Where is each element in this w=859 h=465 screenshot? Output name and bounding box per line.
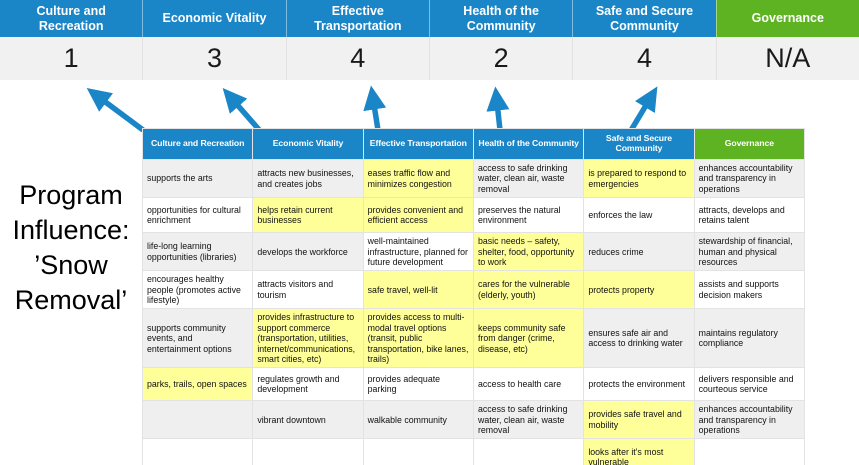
matrix-cell (141, 438, 254, 465)
matrix-row: vibrant downtown walkable community acce… (141, 400, 806, 440)
matrix-cell: protects property (583, 270, 695, 310)
matrix-cell: is prepared to respond to emergencies (583, 158, 695, 199)
matrix-cell: vibrant downtown (252, 400, 364, 440)
category-header-governance: Governance (715, 0, 859, 37)
score-summary: Culture and Recreation Economic Vitality… (0, 0, 859, 80)
matrix-cell: helps retain current businesses (252, 197, 364, 234)
matrix-cell: protects the environment (583, 367, 695, 402)
matrix-cell: cares for the vulnerable (elderly, youth… (472, 270, 585, 310)
matrix-cell: regulates growth and development (252, 367, 364, 402)
matrix-row: parks, trails, open spaces regulates gro… (141, 367, 806, 402)
matrix-cell: safe travel, well-lit (362, 270, 474, 310)
matrix-cell: provides access to multi-modal travel op… (362, 308, 474, 369)
score-effective-transportation: 4 (285, 37, 429, 80)
matrix-header-safe-secure-community: Safe and Secure Community (583, 128, 695, 160)
program-label-line: Removal’ (14, 285, 128, 316)
matrix-header-health-community: Health of the Community (472, 128, 585, 160)
matrix-cell (141, 400, 254, 440)
matrix-cell: well-maintained infrastructure, planned … (362, 232, 474, 272)
matrix-header-effective-transportation: Effective Transportation (362, 128, 474, 160)
category-header-health-community: Health of the Community (428, 0, 573, 37)
matrix-cell: enhances accountability and transparency… (693, 400, 806, 440)
matrix-cell: walkable community (362, 400, 474, 440)
matrix-row: supports community events, and entertain… (141, 308, 806, 369)
matrix-cell: provides safe travel and mobility (583, 400, 695, 440)
matrix-cell: delivers responsible and courteous servi… (693, 367, 806, 402)
category-header-economic-vitality: Economic Vitality (142, 0, 286, 37)
score-safe-secure-community: 4 (572, 37, 715, 80)
matrix-cell (252, 438, 364, 465)
matrix-cell: reduces crime (583, 232, 695, 272)
up-arrow-icon (627, 86, 658, 134)
matrix-row: supports the arts attracts new businesse… (141, 158, 806, 199)
score-summary-header-row: Culture and Recreation Economic Vitality… (0, 0, 859, 37)
matrix-cell: enhances accountability and transparency… (693, 158, 806, 199)
category-header-safe-secure-community: Safe and Secure Community (572, 0, 716, 37)
matrix-cell: enforces the law (583, 197, 695, 234)
criteria-matrix: Culture and Recreation Economic Vitality… (141, 128, 806, 465)
matrix-cell (362, 438, 474, 465)
category-header-effective-transportation: Effective Transportation (285, 0, 429, 37)
score-summary-value-row: 1 3 4 2 4 N/A (0, 37, 859, 80)
matrix-cell: looks after it's most vulnerable (583, 438, 695, 465)
up-arrow-icon (86, 88, 145, 133)
category-header-culture-recreation: Culture and Recreation (0, 0, 143, 37)
matrix-header-economic-vitality: Economic Vitality (252, 128, 364, 160)
matrix-row: looks after it's most vulnerable (141, 438, 806, 465)
matrix-header-culture-recreation: Culture and Recreation (141, 128, 254, 160)
matrix-cell: access to health care (472, 367, 585, 402)
program-label-line: Influence: (12, 215, 130, 246)
matrix-cell: attracts, develops and retains talent (693, 197, 806, 234)
program-label-line: ’Snow (34, 250, 108, 281)
matrix-row: encourages healthy people (promotes acti… (141, 270, 806, 310)
matrix-cell: opportunities for cultural enrichment (141, 197, 254, 234)
matrix-cell: eases traffic flow and minimizes congest… (362, 158, 474, 199)
matrix-cell: maintains regulatory compliance (693, 308, 806, 369)
program-label-line: Program (19, 180, 123, 210)
matrix-cell: preserves the natural environment (472, 197, 585, 234)
matrix-cell: supports the arts (141, 158, 254, 199)
score-economic-vitality: 3 (142, 37, 285, 80)
matrix-cell: stewardship of financial, human and phys… (693, 232, 806, 272)
matrix-cell: encourages healthy people (promotes acti… (141, 270, 254, 310)
matrix-cell (693, 438, 806, 465)
matrix-cell: supports community events, and entertain… (141, 308, 254, 369)
matrix-cell: develops the workforce (252, 232, 364, 272)
score-governance: N/A (715, 37, 859, 80)
matrix-cell: attracts new businesses, and creates job… (252, 158, 364, 199)
matrix-cell: access to safe drinking water, clean air… (472, 158, 585, 199)
program-influence-label: Program Influence: ’Snow Removal’ (0, 178, 142, 318)
matrix-cell: attracts visitors and tourism (252, 270, 364, 310)
matrix-cell: assists and supports decision makers (693, 270, 806, 310)
up-arrow-icon (222, 88, 264, 134)
matrix-cell: access to safe drinking water, clean air… (472, 400, 585, 440)
matrix-cell: provides convenient and efficient access (362, 197, 474, 234)
matrix-cell: basic needs – safety, shelter, food, opp… (472, 232, 585, 272)
matrix-header-row: Culture and Recreation Economic Vitality… (141, 128, 806, 160)
matrix-row: life-long learning opportunities (librar… (141, 232, 806, 272)
matrix-row: opportunities for cultural enrichment he… (141, 197, 806, 234)
score-health-community: 2 (428, 37, 572, 80)
up-arrow-icon (486, 86, 510, 131)
matrix-cell: parks, trails, open spaces (141, 367, 254, 402)
matrix-header-governance: Governance (693, 128, 806, 160)
matrix-cell: ensures safe air and access to drinking … (583, 308, 695, 369)
matrix-cell: keeps community safe from danger (crime,… (472, 308, 585, 369)
matrix-cell: provides infrastructure to support comme… (252, 308, 364, 369)
matrix-cell: life-long learning opportunities (librar… (141, 232, 254, 272)
up-arrow-icon (363, 85, 387, 131)
score-culture-recreation: 1 (63, 43, 79, 73)
matrix-cell (472, 438, 585, 465)
matrix-cell: provides adequate parking (362, 367, 474, 402)
